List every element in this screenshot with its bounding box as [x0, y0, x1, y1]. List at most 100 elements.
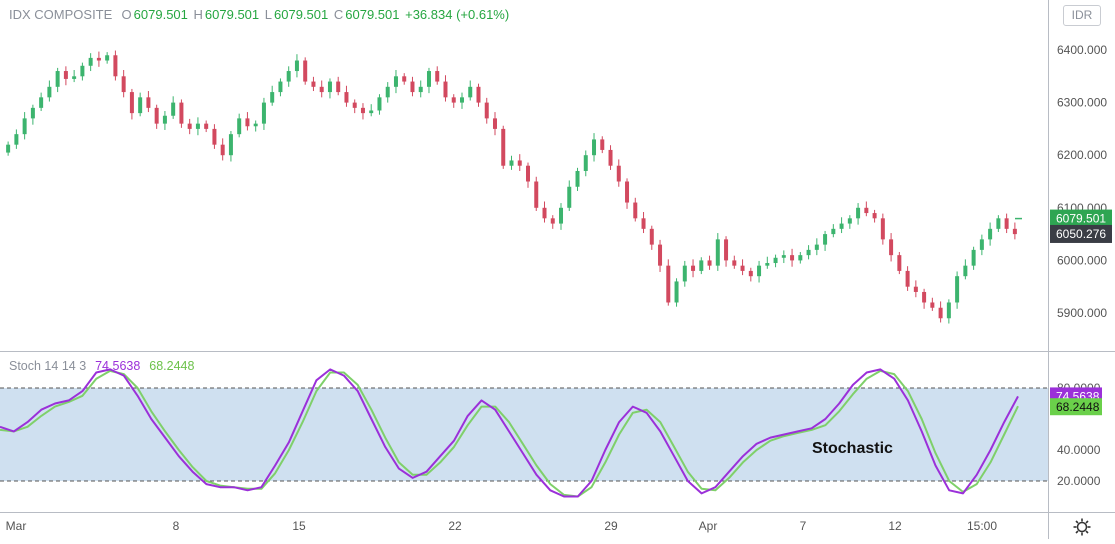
- candle-body: [501, 128, 506, 166]
- high-value: 6079.501: [204, 7, 260, 22]
- candle-body: [311, 81, 316, 87]
- candle-body: [484, 102, 489, 119]
- stoch-tick-label: 40.0000: [1057, 443, 1101, 457]
- candle-body: [47, 86, 52, 98]
- candle-body: [616, 165, 621, 182]
- price-tick-label: 5900.000: [1057, 306, 1107, 320]
- candle-body: [946, 302, 951, 319]
- candle-body: [831, 228, 836, 235]
- candle-body: [303, 60, 308, 82]
- settings-gear-icon[interactable]: [1072, 517, 1092, 537]
- candle-body: [278, 81, 283, 93]
- low-label: L: [264, 7, 272, 22]
- candle-body: [979, 239, 984, 250]
- candle-body: [1004, 218, 1009, 229]
- candle-body: [526, 165, 531, 182]
- candle-body: [880, 218, 885, 240]
- time-tick-label: Mar: [6, 519, 27, 533]
- candle-body: [410, 81, 415, 93]
- candle-body: [674, 281, 679, 303]
- candle-body: [319, 86, 324, 93]
- candle-body: [402, 76, 407, 82]
- candle-body: [583, 155, 588, 171]
- candle-body: [666, 265, 671, 303]
- candle-body: [930, 302, 935, 308]
- candle-body: [905, 270, 910, 287]
- candle-body: [22, 118, 27, 135]
- price-header: IDX COMPOSITE O 6079.501 H 6079.501 L 6079.…: [9, 7, 511, 22]
- candle-body: [204, 123, 209, 129]
- candle-body: [39, 97, 44, 108]
- candle-body: [847, 218, 852, 224]
- candle-body: [955, 276, 960, 303]
- candle-body: [154, 107, 159, 124]
- candle-body: [938, 307, 943, 319]
- stoch-tick-label: 20.0000: [1057, 474, 1101, 488]
- candle-body: [146, 97, 151, 108]
- price-tick-label: 6400.000: [1057, 43, 1107, 57]
- candle-body: [6, 144, 11, 153]
- stoch-k-value: 74.5638: [95, 359, 141, 373]
- stoch-k-line: [0, 368, 1019, 498]
- candle-body: [459, 97, 464, 103]
- candle-body: [509, 160, 514, 166]
- symbol-label: IDX COMPOSITE: [9, 7, 113, 22]
- candle-body: [600, 139, 605, 150]
- candle-body: [171, 102, 176, 116]
- stochastic-annotation: Stochastic: [812, 440, 893, 457]
- candle-body: [724, 239, 729, 261]
- low-value: 6079.501: [274, 7, 329, 22]
- currency-button[interactable]: IDR: [1063, 5, 1101, 26]
- time-tick-label: Apr: [699, 519, 718, 533]
- candle-body: [476, 86, 481, 103]
- candle-body: [872, 213, 877, 219]
- candle-body: [121, 76, 126, 93]
- candle-body: [418, 86, 423, 93]
- candle-body: [757, 265, 762, 277]
- candle-body: [14, 134, 19, 145]
- candle-body: [228, 134, 233, 156]
- candle-body: [922, 291, 927, 303]
- candle-body: [426, 71, 431, 87]
- candle-body: [55, 71, 60, 87]
- candle-body: [195, 123, 200, 129]
- open-label: O: [121, 7, 132, 22]
- candle-body: [393, 76, 398, 87]
- candle-body: [63, 71, 68, 79]
- candle-body: [352, 102, 357, 108]
- last-price-badge-label: 6079.501: [1056, 212, 1106, 226]
- candle-body: [179, 102, 184, 124]
- stoch-d-line: [0, 369, 1019, 498]
- time-tick-label: 12: [888, 519, 902, 533]
- candle-body: [699, 260, 704, 271]
- candle-body: [105, 55, 110, 61]
- candle-body: [781, 255, 786, 258]
- candle-body: [492, 118, 497, 129]
- candle-body: [864, 207, 869, 214]
- candle-body: [369, 110, 374, 114]
- stoch-d-badge: [1050, 398, 1102, 416]
- candle-body: [270, 92, 275, 103]
- candle-body: [443, 81, 448, 98]
- candle-body: [542, 207, 547, 219]
- stoch-header: Stoch 14 14 3 74.5638 68.2448: [9, 359, 196, 373]
- candle-body: [220, 144, 225, 156]
- candle-body: [567, 186, 572, 208]
- price-tick-label: 6000.000: [1057, 253, 1107, 267]
- candle-body: [856, 207, 861, 219]
- price-tick-label: 6300.000: [1057, 96, 1107, 110]
- candle-body: [212, 128, 217, 145]
- candle-body: [385, 86, 390, 98]
- candle-body: [963, 265, 968, 277]
- candle-body: [451, 97, 456, 103]
- close-value: 6079.501: [345, 7, 400, 22]
- candle-body: [996, 218, 1001, 229]
- candle-body: [129, 92, 134, 114]
- candle-body: [327, 81, 332, 93]
- candle-body: [360, 107, 365, 114]
- stoch-d-badge-label: 68.2448: [1056, 400, 1100, 414]
- candle-body: [971, 249, 976, 266]
- candle-body: [641, 218, 646, 229]
